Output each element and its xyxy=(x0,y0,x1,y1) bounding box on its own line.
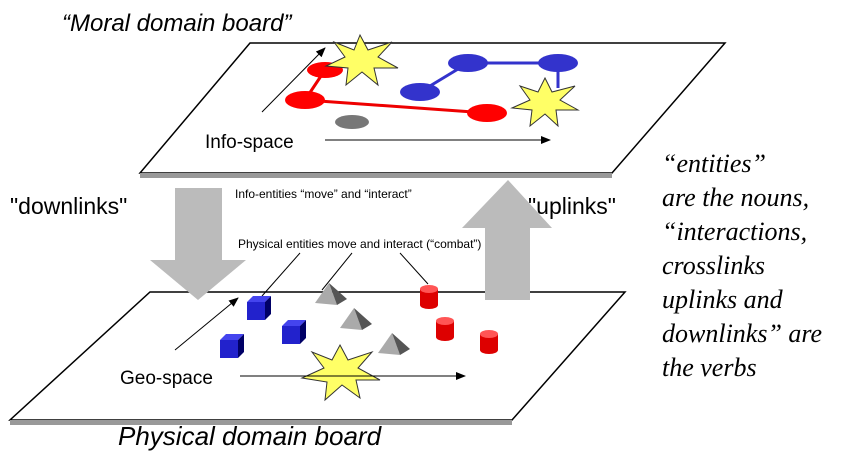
title: “Moral domain board” xyxy=(62,10,292,37)
gray-node xyxy=(335,115,369,129)
board-edge xyxy=(140,173,612,178)
burst xyxy=(510,76,580,128)
cubes xyxy=(220,296,306,358)
info-space-label: Info-space xyxy=(205,132,294,153)
downlinks-label: "downlinks" xyxy=(10,193,127,219)
uplink-arrow xyxy=(462,180,552,300)
side-line: “interactions, xyxy=(662,217,807,246)
side-line: uplinks and xyxy=(662,285,784,314)
pyramids xyxy=(315,283,410,355)
bottom-title: Physical domain board xyxy=(118,421,383,451)
side-text: “entities” are the nouns, “interactions,… xyxy=(662,149,822,382)
cylinders xyxy=(420,285,498,354)
side-line: “entities” xyxy=(662,149,766,178)
uplinks-label: "uplinks" xyxy=(528,193,616,219)
geo-space-label: Geo-space xyxy=(120,368,213,389)
side-line: downlinks” are xyxy=(662,319,822,348)
burst xyxy=(300,343,381,402)
callout-lines xyxy=(261,252,429,297)
axis-arrow xyxy=(174,297,239,351)
blue-graph xyxy=(400,54,578,101)
burst xyxy=(324,33,399,87)
side-line: are the nouns, xyxy=(662,183,809,212)
side-line: the verbs xyxy=(662,353,757,382)
info-note: Info-entities “move” and “interact” xyxy=(235,187,412,201)
downlink-arrow xyxy=(150,188,246,300)
side-line: crosslinks xyxy=(662,251,765,280)
physical-note: Physical entities move and interact (“co… xyxy=(238,237,481,251)
axis-arrow xyxy=(261,47,326,113)
board-edge xyxy=(10,420,512,425)
